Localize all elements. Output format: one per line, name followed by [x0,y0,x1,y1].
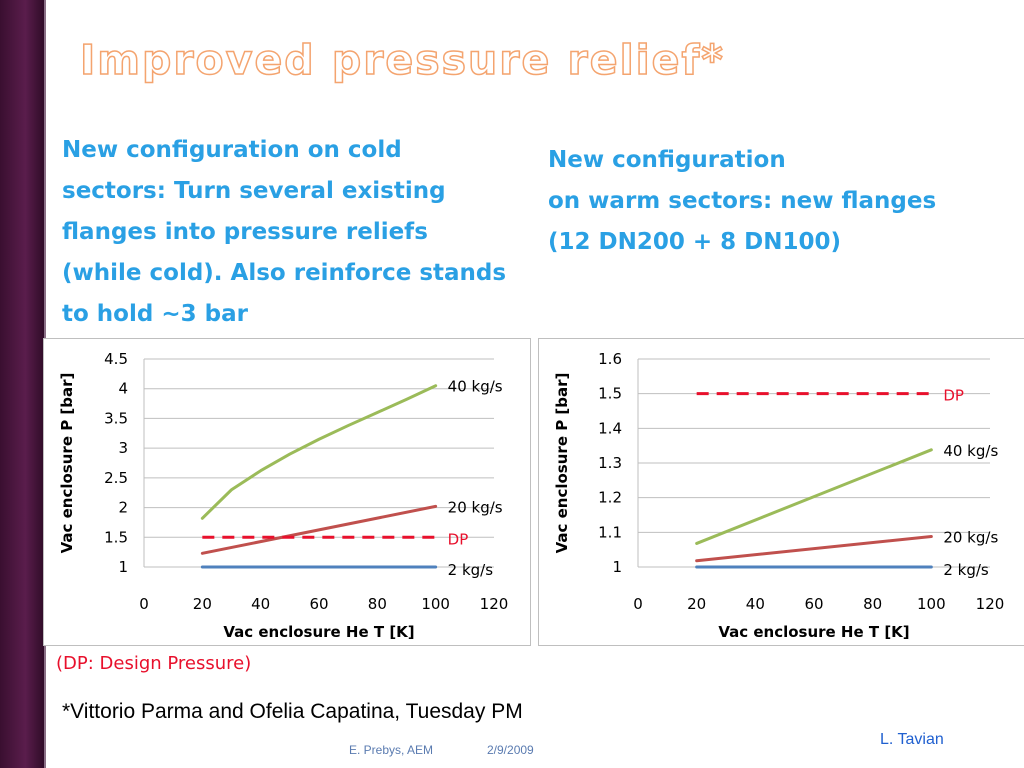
series-label: DP [448,530,469,548]
x-tick-label: 40 [251,595,270,613]
y-tick-label: 1.4 [598,419,622,437]
x-axis-label: Vac enclosure He T [K] [223,623,414,641]
y-tick-label: 1.5 [104,528,128,546]
y-tick-label: 4 [118,380,128,398]
left-description: New configuration on cold sectors: Turn … [62,137,507,327]
y-axis-label: Vac enclosure P [bar] [58,373,76,554]
x-tick-label: 120 [976,595,1005,613]
series-label: 40 kg/s [448,378,503,396]
right-description: New configuration on warm sectors: new f… [548,140,988,263]
y-tick-label: 1.2 [598,489,622,507]
right-description-line: New configuration [548,147,786,173]
warm-sector-chart-svg: 1 1.1 1.2 1.3 1.4 1.5 1.6 0 20 40 60 80 100 120 Vac en… [553,350,1005,641]
warm-sector-chart: 1 1.1 1.2 1.3 1.4 1.5 1.6 0 20 40 60 80 100 120 Vac en… [538,338,1024,646]
series-line-40-kg-s [695,448,933,545]
x-tick-label: 100 [917,595,946,613]
author-name: L. Tavian [880,731,944,748]
x-tick-label: 20 [193,595,212,613]
design-pressure-note: (DP: Design Pressure) [56,653,252,674]
footer-date: 2/9/2009 [487,743,534,757]
cold-sector-chart-svg: 1 1.5 2 2.5 3 3.5 4 4.5 0 20 40 60 80 100 120 Vac enclo… [58,350,509,641]
y-tick-label: 2.5 [104,469,128,487]
sidebar-decoration [0,0,46,768]
x-tick-label: 100 [421,595,450,613]
series-line-20-kg-s [200,504,438,555]
series-label: 40 kg/s [943,442,998,460]
y-tick-label: 1.6 [598,350,622,368]
x-tick-label: 40 [746,595,765,613]
y-tick-label: 4.5 [104,350,128,368]
y-tick-label: 1 [612,558,622,576]
x-tick-label: 80 [863,595,882,613]
credit-line: *Vittorio Parma and Ofelia Capatina, Tue… [62,700,523,723]
series-line-40-kg-s [200,384,438,520]
y-tick-label: 3.5 [104,409,128,427]
y-tick-label: 3 [118,439,128,457]
right-description-line: on warm sectors: new flanges [548,188,937,214]
x-tick-label: 80 [368,595,387,613]
series-label: DP [943,387,964,405]
series-line-20-kg-s [695,534,933,563]
footer-presenter: E. Prebys, AEM [349,743,434,757]
y-tick-label: 2 [118,499,128,517]
y-tick-label: 1 [118,558,128,576]
series-label: 20 kg/s [943,528,998,546]
y-tick-label: 1.5 [598,385,622,403]
x-tick-label: 20 [687,595,706,613]
y-tick-label: 1.1 [598,523,622,541]
series-label: 2 kg/s [943,561,989,579]
x-axis-label: Vac enclosure He T [K] [718,623,909,641]
right-description-line: (12 DN200 + 8 DN100) [548,229,842,255]
x-tick-label: 60 [309,595,328,613]
series-label: 20 kg/s [448,498,503,516]
slide-title: Improved pressure relief* [79,35,725,85]
cold-sector-chart: 1 1.5 2 2.5 3 3.5 4 4.5 0 20 40 60 80 100 120 Vac enclo… [43,338,531,646]
y-axis-label: Vac enclosure P [bar] [553,373,571,554]
x-tick-label: 0 [139,595,149,613]
y-tick-label: 1.3 [598,454,622,472]
series-label: 2 kg/s [448,561,494,579]
x-tick-label: 60 [804,595,823,613]
x-tick-label: 120 [480,595,509,613]
x-tick-label: 0 [633,595,643,613]
